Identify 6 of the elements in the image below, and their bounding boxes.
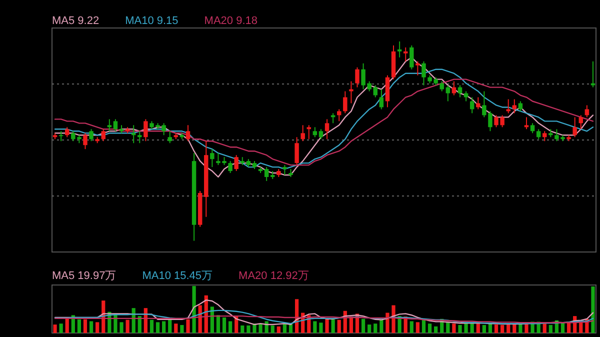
legend: MA10 15.45万 (142, 270, 213, 282)
legend: MA5 9.22 (52, 15, 100, 27)
legend: MA5 19.97万 (52, 270, 116, 282)
legend: MA10 9.15 (125, 15, 178, 27)
legend: MA20 9.18 (204, 15, 258, 27)
legend: MA20 12.92万 (238, 270, 309, 282)
